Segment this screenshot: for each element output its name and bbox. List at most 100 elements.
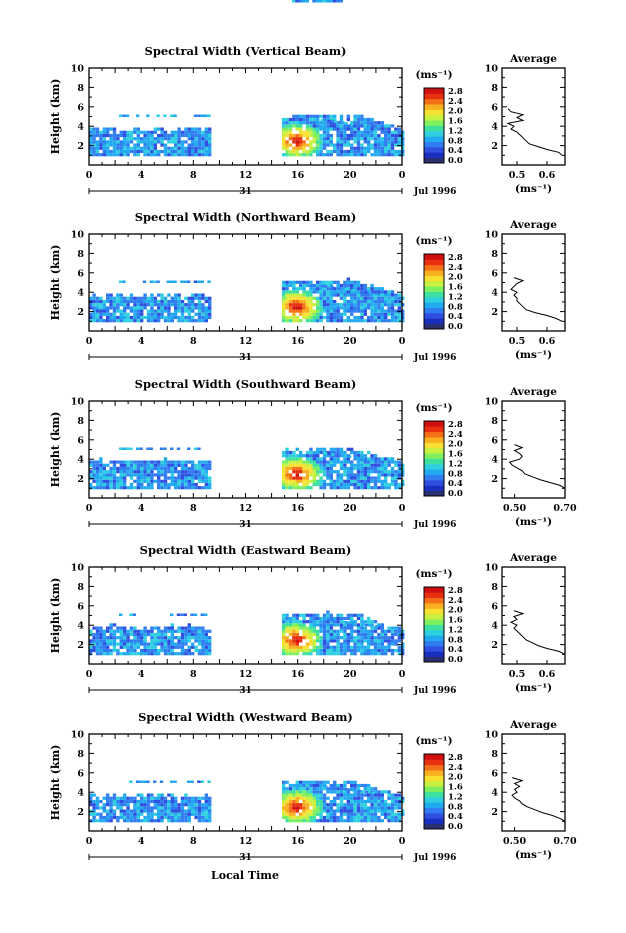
heatmap-cell <box>288 793 293 797</box>
profile-x-tick-label: 0.5 <box>509 170 526 181</box>
heatmap-cell <box>333 482 337 487</box>
heatmap-cell <box>394 460 398 464</box>
heatmap-cell <box>136 780 140 783</box>
heatmap-cell <box>309 457 313 461</box>
heatmap-cell <box>160 133 164 138</box>
heatmap-cell <box>204 149 208 154</box>
heatmap-cell <box>136 296 140 300</box>
heatmap-cell <box>302 479 306 483</box>
colorbar-unit-label: (ms⁻¹) <box>415 402 452 414</box>
heatmap-cell <box>370 283 374 288</box>
heatmap-cell <box>184 309 188 313</box>
heatmap-cell <box>394 137 398 141</box>
heatmap-cell <box>92 645 96 649</box>
heatmap-cell <box>180 306 185 310</box>
heatmap-cell <box>353 306 357 310</box>
heatmap-cell <box>368 291 372 294</box>
heatmap-cell <box>387 309 391 313</box>
heatmap-cell <box>146 149 151 154</box>
heatmap-cell <box>119 809 123 813</box>
heatmap-cell <box>160 463 164 467</box>
heatmap-cell <box>288 642 293 646</box>
heatmap-cell <box>329 482 333 487</box>
heatmap-cell <box>309 803 313 807</box>
heatmap-cell <box>377 303 381 307</box>
heatmap-cell <box>309 796 313 800</box>
heatmap-cell <box>350 280 354 284</box>
heatmap-cell <box>140 476 144 480</box>
heatmap-cell <box>322 309 327 313</box>
heatmap-cell <box>353 473 357 477</box>
heatmap-cell <box>356 819 361 823</box>
heatmap-cell <box>370 787 374 791</box>
heatmap-cell <box>112 623 117 627</box>
heatmap-cell <box>116 796 120 800</box>
colorbar-swatch <box>424 431 444 438</box>
heatmap-cell <box>302 466 306 471</box>
heatmap-cell <box>377 809 381 813</box>
heatmap-cell <box>346 460 350 464</box>
heatmap-cell <box>336 793 340 797</box>
heatmap-cell <box>346 793 350 797</box>
heatmap-cell <box>204 309 208 313</box>
heatmap-cell <box>187 652 191 656</box>
heatmap-cell <box>305 463 310 467</box>
heatmap-cell <box>394 299 398 304</box>
heatmap-cell <box>197 133 202 138</box>
heatmap-cell <box>167 645 171 649</box>
heatmap-cell <box>343 466 347 471</box>
heatmap-cell <box>377 806 381 810</box>
colorbar-unit-label: (ms⁻¹) <box>415 69 452 81</box>
heatmap-cell <box>326 636 330 640</box>
heatmap-cell <box>343 299 347 304</box>
heatmap-cell <box>339 479 344 483</box>
heatmap-cell <box>326 121 330 125</box>
heatmap-cell <box>167 153 171 157</box>
heatmap-cell <box>360 149 364 154</box>
heatmap-cell <box>377 143 381 147</box>
heatmap-cell <box>180 626 185 630</box>
heatmap-cell <box>346 809 350 813</box>
heatmap-cell <box>187 626 191 630</box>
heatmap-cell <box>167 793 171 797</box>
heatmap-cell <box>312 137 316 141</box>
heatmap-cell <box>133 812 137 816</box>
heatmap-cell <box>177 629 181 633</box>
x-tick-label: 4 <box>138 669 145 680</box>
heatmap-cell <box>295 146 299 150</box>
x-tick-label: 0 <box>399 836 406 847</box>
heatmap-cell <box>153 140 157 144</box>
heatmap-cell <box>143 819 147 823</box>
heatmap-cell <box>126 632 130 637</box>
heatmap-cell <box>305 620 310 624</box>
x-tick-label: 20 <box>343 669 357 680</box>
heatmap-cell <box>360 793 364 797</box>
heatmap-cell <box>157 626 161 630</box>
heatmap-cell <box>167 306 171 310</box>
heatmap-cell <box>201 479 205 483</box>
heatmap-cell <box>305 309 310 313</box>
heatmap-cell <box>153 806 157 810</box>
heatmap-cell <box>89 137 93 141</box>
heatmap-cell <box>167 133 171 138</box>
heatmap-cell <box>136 463 140 467</box>
heatmap-cell <box>163 315 168 320</box>
heatmap-cell <box>140 130 144 134</box>
heatmap-cell <box>367 645 371 649</box>
date-label: Jul 1996 <box>413 520 456 530</box>
heatmap-cell <box>146 473 151 477</box>
heatmap-cell <box>316 299 320 304</box>
heatmap-cell <box>343 303 347 307</box>
heatmap-cell <box>326 299 330 304</box>
heatmap-cell <box>288 457 293 461</box>
heatmap-cell <box>384 153 388 157</box>
heatmap-cell <box>326 642 330 646</box>
heatmap-cell <box>322 626 327 630</box>
heatmap-cell <box>319 815 323 820</box>
colorbar-swatch <box>424 421 444 427</box>
heatmap-cell <box>397 127 401 131</box>
heatmap-cell <box>373 486 378 490</box>
heatmap-cell <box>153 780 157 783</box>
heatmap-cell <box>92 315 96 320</box>
heatmap-cell <box>288 819 293 823</box>
